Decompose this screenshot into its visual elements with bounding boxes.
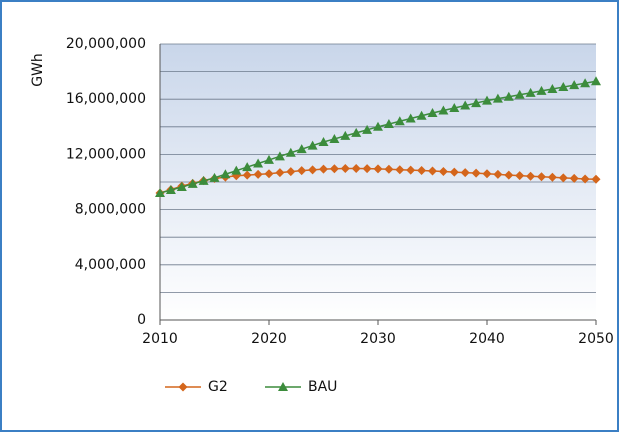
legend-marker <box>178 382 188 392</box>
legend-label: BAU <box>308 379 337 395</box>
marker <box>504 170 514 180</box>
marker <box>209 172 220 182</box>
marker <box>351 163 361 173</box>
marker <box>460 168 470 178</box>
marker <box>394 116 405 126</box>
marker <box>547 172 557 182</box>
y-tick-label: 0 <box>137 312 146 328</box>
marker <box>155 188 165 198</box>
y-tick-label: 20,000,000 <box>66 36 146 52</box>
y-tick-label: 12,000,000 <box>66 146 146 162</box>
marker <box>340 130 351 140</box>
marker <box>395 165 405 175</box>
marker <box>274 151 285 161</box>
marker <box>416 110 427 120</box>
marker <box>482 95 492 105</box>
marker <box>580 174 590 184</box>
marker <box>384 164 394 174</box>
marker <box>286 167 296 177</box>
marker <box>493 169 503 179</box>
marker <box>275 168 285 178</box>
marker <box>231 165 242 175</box>
marker <box>308 165 318 175</box>
marker <box>569 80 580 90</box>
marker <box>537 172 546 182</box>
x-tick-label: 2050 <box>578 331 614 347</box>
marker <box>515 171 525 181</box>
marker <box>340 163 350 173</box>
x-tick-label: 2020 <box>251 331 287 347</box>
marker <box>373 164 383 174</box>
marker <box>460 100 471 110</box>
legend-label: G2 <box>208 379 228 395</box>
marker <box>525 87 536 97</box>
x-tick-label: 2010 <box>142 331 178 347</box>
marker <box>547 83 558 93</box>
marker <box>362 164 372 174</box>
y-tick-label: 8,000,000 <box>75 202 146 218</box>
marker <box>351 127 362 137</box>
marker <box>296 144 307 154</box>
marker <box>307 140 318 150</box>
marker <box>187 178 198 188</box>
marker <box>438 167 448 177</box>
legend-marker <box>278 382 288 391</box>
marker <box>514 89 525 99</box>
x-tick-label: 2040 <box>469 331 505 347</box>
marker <box>536 85 547 95</box>
marker <box>449 103 460 113</box>
marker <box>482 169 492 179</box>
marker <box>591 76 601 86</box>
marker <box>319 164 328 174</box>
marker <box>253 158 264 168</box>
marker <box>580 78 591 88</box>
y-tick-label: 16,000,000 <box>66 91 146 107</box>
marker <box>264 154 274 164</box>
marker <box>417 166 427 176</box>
marker <box>285 147 296 157</box>
marker <box>591 174 601 184</box>
marker <box>176 181 187 191</box>
marker <box>264 169 274 179</box>
marker <box>362 124 373 134</box>
x-tick-label: 2030 <box>360 331 396 347</box>
marker <box>373 121 383 131</box>
marker <box>242 162 253 172</box>
marker <box>471 168 481 178</box>
marker <box>405 113 416 123</box>
marker <box>526 171 536 181</box>
y-tick-label: 4,000,000 <box>75 257 146 273</box>
marker <box>329 133 340 143</box>
marker <box>406 165 416 175</box>
marker <box>449 167 459 177</box>
marker <box>329 164 339 174</box>
marker <box>428 166 437 176</box>
marker <box>198 175 209 185</box>
marker <box>569 173 579 183</box>
marker <box>558 173 568 183</box>
marker <box>220 169 231 179</box>
marker <box>427 108 438 117</box>
marker <box>503 91 514 101</box>
y-axis-label: GWh <box>30 53 46 87</box>
marker <box>471 98 482 108</box>
marker <box>438 105 449 115</box>
marker <box>297 166 307 176</box>
marker <box>558 82 569 92</box>
marker <box>318 136 329 146</box>
marker <box>492 93 503 103</box>
marker <box>242 170 252 180</box>
marker <box>165 185 176 195</box>
marker <box>383 119 394 129</box>
marker <box>253 169 263 179</box>
